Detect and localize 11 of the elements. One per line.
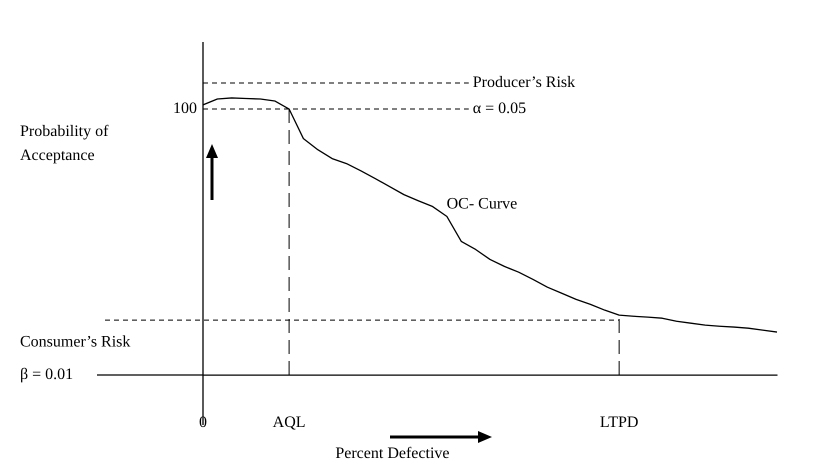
text: 100	[173, 100, 197, 118]
x-tick-label: AQL	[272, 414, 306, 431]
annotation: OC- Curve	[446, 196, 518, 213]
ref-line-label: Producer’s Risk	[472, 74, 576, 92]
annotation: α = 0.05	[472, 100, 526, 118]
text: Probability of Acceptance	[20, 123, 110, 164]
x-axis-title: Percent Defective	[335, 445, 450, 462]
ref-line-label: Consumer’s Risk	[20, 333, 130, 350]
x-tick-label: LTPD	[600, 414, 638, 431]
text: β = 0.01	[20, 366, 74, 384]
x-tick-label: 0	[199, 414, 207, 431]
